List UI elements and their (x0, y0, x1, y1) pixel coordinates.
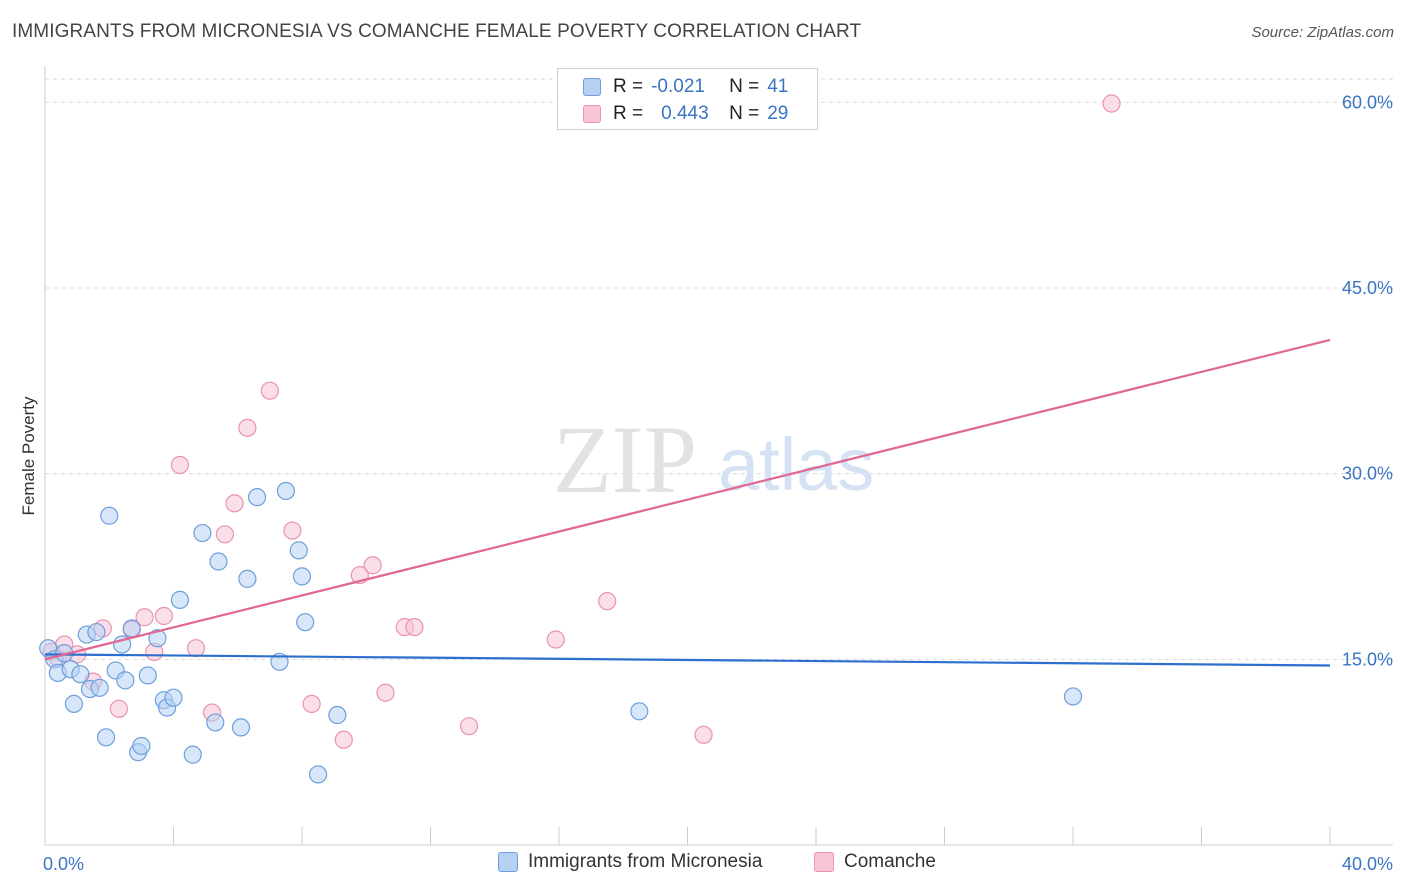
source-label: Source: ZipAtlas.com (1251, 24, 1394, 41)
micronesia-point-34 (289, 541, 308, 560)
micronesia-point-36 (296, 613, 315, 632)
comanche-point-26 (459, 717, 479, 736)
micronesia-point-31 (247, 488, 267, 507)
micronesia-trend-line (44, 653, 1331, 667)
comanche-point-15 (225, 494, 244, 513)
micronesia-point-16 (122, 619, 141, 638)
micronesia-point-32 (270, 652, 289, 671)
y-tick-label-3: 60.0% (1342, 92, 1393, 112)
y-tick-label-2: 45.0% (1342, 278, 1393, 298)
micronesia-point-37 (308, 765, 328, 784)
micronesia-point-40 (1063, 687, 1083, 706)
legend-r-label: R = (613, 76, 644, 97)
legend-n-value: 29 (767, 103, 789, 124)
micronesia-point-28 (209, 552, 228, 571)
comanche-point-25 (405, 618, 424, 637)
comanche-point-8 (135, 608, 154, 627)
micronesia-point-18 (132, 736, 151, 756)
y-tick-label-0: 15.0% (1342, 649, 1393, 669)
comanche-point-19 (302, 694, 321, 713)
legend-label-comanche: Comanche (844, 851, 936, 872)
legend-r-value: 0.443 (661, 103, 709, 124)
x-tick-label-0: 0.0% (43, 854, 84, 874)
watermark: ZIP atlas (553, 406, 874, 513)
micronesia-point-15 (116, 671, 135, 690)
legend-item-comanche: Comanche (814, 851, 936, 873)
trend-lines (44, 338, 1331, 667)
comanche-point-17 (260, 381, 279, 400)
comanche-point-10 (154, 606, 173, 626)
comanche-point-28 (598, 592, 617, 611)
legend-n-value: 41 (767, 76, 789, 97)
micronesia-point-38 (328, 705, 347, 725)
correlation-legend: R = -0.021 N = 41 R = 0.443 N = 29 (557, 68, 818, 130)
micronesia-point-5 (64, 694, 84, 713)
comanche-point-16 (238, 418, 257, 437)
micronesia-point-29 (231, 718, 251, 737)
micronesia-point-30 (238, 569, 257, 588)
chart-title: IMMIGRANTS FROM MICRONESIA VS COMANCHE F… (12, 21, 862, 42)
watermark-atlas: atlas (718, 423, 874, 506)
x-tick-label-1: 40.0% (1342, 854, 1393, 874)
legend-r-label: R = (613, 103, 644, 124)
micronesia-point-33 (276, 481, 296, 501)
comanche-point-6 (109, 699, 128, 718)
comanche-point-18 (283, 521, 302, 540)
comanche-point-12 (186, 639, 206, 658)
comanche-point-23 (376, 683, 395, 702)
micronesia-point-26 (193, 523, 212, 543)
blue-swatch-icon (583, 78, 601, 96)
micronesia-point-10 (90, 678, 109, 697)
micronesia-point-25 (183, 745, 202, 764)
comanche-point-27 (546, 630, 565, 649)
micronesia-point-12 (100, 506, 119, 525)
legend-row-comanche: R = 0.443 N = 29 (558, 101, 788, 127)
legend-r-value: -0.021 (651, 76, 705, 97)
comanche-point-29 (694, 725, 713, 744)
legend-row-micronesia: R = -0.021 N = 41 (558, 74, 788, 100)
micronesia-point-6 (71, 665, 90, 684)
comanche-point-11 (170, 455, 190, 475)
comanche-trend-line (44, 338, 1331, 661)
pink-swatch-icon (583, 105, 601, 123)
micronesia-point-23 (164, 688, 183, 707)
micronesia-point-20 (148, 629, 167, 648)
watermark-zip: ZIP (553, 406, 697, 513)
micronesia-point-35 (292, 567, 312, 586)
micronesia-point-27 (206, 713, 225, 732)
micronesia-point-24 (170, 590, 190, 610)
blue-swatch-icon (498, 852, 518, 872)
legend-n-label: N = (729, 103, 760, 124)
legend-n-label: N = (729, 76, 760, 97)
micronesia-point-39 (630, 702, 649, 721)
y-tick-label-1: 30.0% (1342, 464, 1393, 484)
y-axis-title: Female Poverty (19, 396, 38, 516)
legend-label-micronesia: Immigrants from Micronesia (528, 851, 763, 872)
micronesia-point-19 (138, 666, 157, 685)
axes (44, 66, 1393, 846)
micronesia-point-11 (96, 728, 116, 747)
axis-labels: 15.0% 30.0% 45.0% 60.0% 0.0% 40.0% Female Pove… (19, 92, 1393, 874)
comanche-point-22 (363, 556, 382, 575)
comanche-point-14 (215, 525, 234, 544)
pink-swatch-icon (814, 852, 834, 872)
micronesia-point-9 (87, 622, 106, 642)
comanche-point-30 (1102, 94, 1121, 113)
comanche-point-20 (334, 730, 353, 749)
legend-item-micronesia: Immigrants from Micronesia (498, 851, 762, 873)
